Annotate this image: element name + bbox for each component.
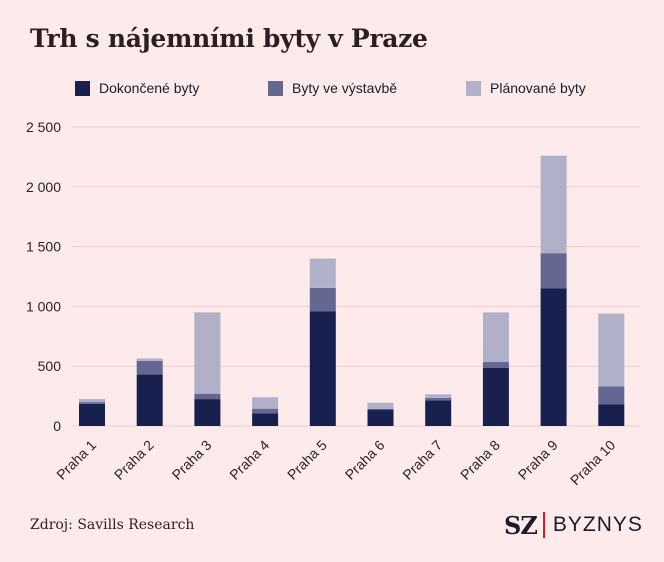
bars <box>79 155 625 426</box>
bar-segment <box>425 397 452 401</box>
bar-segment <box>482 362 509 368</box>
legend-label-planovane: Plánované byty <box>490 80 586 96</box>
bar-segment <box>367 409 394 426</box>
bar-segment <box>136 374 163 426</box>
y-tick-label: 1 500 <box>26 239 61 255</box>
y-tick-label: 2 000 <box>26 179 61 195</box>
legend-item-vystavba: Byty ve výstavbě <box>268 80 397 96</box>
legend-item-dokoncene: Dokončené byty <box>75 80 199 96</box>
bar-segment <box>482 312 509 363</box>
legend-swatch-vystavba <box>268 80 283 96</box>
chart-legend: Dokončené byty Byty ve výstavbě Plánovan… <box>0 80 664 100</box>
source-note: Zdroj: Savills Research <box>30 517 195 533</box>
bar-segment <box>309 287 336 312</box>
bar-segment <box>540 288 567 426</box>
bar-segment <box>309 311 336 426</box>
y-tick-label: 500 <box>38 358 62 374</box>
y-tick-label: 0 <box>53 418 61 434</box>
x-tick-label: Praha 3 <box>169 437 215 483</box>
bar-segment <box>79 399 105 403</box>
legend-label-vystavba: Byty ve výstavbě <box>292 80 398 96</box>
legend-swatch-planovane <box>466 80 481 96</box>
bar-segment <box>598 313 625 387</box>
bar-segment <box>79 403 105 426</box>
bar-segment <box>194 399 221 426</box>
x-tick-labels: Praha 1 Praha 2 Praha 3 Praha 4 Praha 5 Praha… <box>53 437 618 489</box>
bar-segment <box>252 397 279 409</box>
bar-segment <box>309 258 336 288</box>
y-tick-labels: 0 500 1 000 1 500 2 000 2 500 <box>26 119 61 434</box>
legend-swatch-dokoncene <box>75 80 90 96</box>
x-tick-label: Praha 8 <box>457 437 503 483</box>
bar-segment <box>252 413 279 426</box>
x-tick-label: Praha 1 <box>53 437 99 483</box>
bar-segment <box>425 394 452 398</box>
logo-byznys-text: BYZNYS <box>552 513 643 536</box>
logo-divider <box>542 512 545 538</box>
bar-segment <box>425 400 452 426</box>
bar-segment <box>540 155 567 254</box>
logo-sz-text: SZ <box>504 510 538 540</box>
bar-segment <box>367 402 394 410</box>
sz-byznys-logo: SZ BYZNYS <box>504 510 643 540</box>
bar-segment <box>598 404 625 426</box>
y-tick-label: 1 000 <box>26 298 61 314</box>
bar-segment <box>136 360 163 375</box>
legend-label-dokoncene: Dokončené byty <box>99 80 200 96</box>
x-tick-label: Praha 10 <box>567 437 619 489</box>
x-tick-label: Praha 7 <box>399 437 445 483</box>
bar-segment <box>540 253 567 289</box>
bar-segment <box>252 408 279 414</box>
x-tick-label: Praha 2 <box>111 437 157 483</box>
x-tick-label: Praha 5 <box>284 437 330 483</box>
chart-title: Trh s nájemními byty v Praze <box>30 24 428 53</box>
bar-segment <box>136 358 163 361</box>
x-tick-label: Praha 6 <box>342 437 388 483</box>
bar-segment <box>482 367 509 426</box>
y-tick-label: 2 500 <box>26 119 61 135</box>
bar-segment <box>79 402 105 404</box>
legend-item-planovane: Plánované byty <box>466 80 586 96</box>
bar-segment <box>194 393 221 400</box>
x-tick-label: Praha 4 <box>226 437 272 483</box>
bar-segment <box>598 386 625 405</box>
x-tick-label: Praha 9 <box>515 437 561 483</box>
bar-segment <box>194 312 221 394</box>
